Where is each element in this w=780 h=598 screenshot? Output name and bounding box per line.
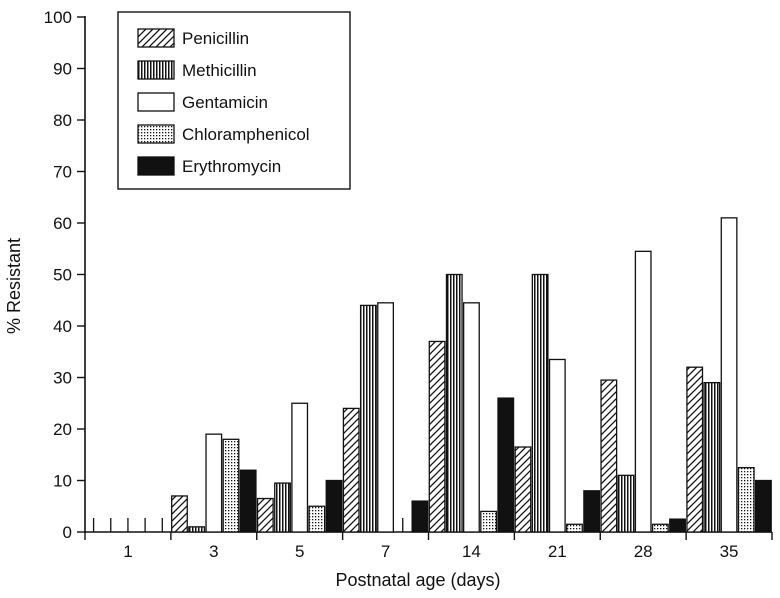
bars: [92, 217, 772, 533]
x-tick-label: 35: [720, 542, 739, 561]
bar-penicillin-28: [600, 379, 618, 533]
y-tick-label: 70: [53, 163, 72, 182]
bar-chloramphenicol-5: [308, 505, 326, 533]
x-tick-label: 5: [295, 542, 304, 561]
x-tick-label: 7: [381, 542, 390, 561]
bar-erythromycin-21: [583, 490, 601, 533]
bar-chloramphenicol-14: [480, 510, 498, 533]
bar-chloramphenicol-3: [222, 438, 240, 533]
y-tick-label: 100: [44, 8, 72, 27]
y-tick-label: 0: [63, 523, 72, 542]
bar-gentamicin-3: [205, 433, 223, 533]
y-tick-label: 90: [53, 60, 72, 79]
y-tick-label: 80: [53, 111, 72, 130]
legend-label-erythromycin: Erythromycin: [182, 157, 281, 176]
y-tick-label: 60: [53, 214, 72, 233]
x-tick-label: 28: [634, 542, 653, 561]
bar-erythromycin-5: [325, 479, 343, 533]
category-labels: 1 3 5 7 14 21 28 35: [123, 542, 738, 561]
bar-methicillin-7: [359, 304, 377, 533]
bar-methicillin-3: [188, 526, 206, 533]
bar-erythromycin-14: [497, 397, 515, 533]
bar-penicillin-7: [342, 407, 360, 533]
bar-penicillin-5: [256, 497, 274, 533]
y-tick-label: 20: [53, 420, 72, 439]
bar-gentamicin-5: [291, 402, 309, 533]
bar-gentamicin-7: [377, 302, 394, 533]
bar-erythromycin-7: [411, 500, 429, 533]
bar-gentamicin-14: [462, 302, 480, 533]
y-tick-label: 30: [53, 369, 72, 388]
bar-erythromycin-28: [669, 518, 686, 533]
y-tick-label: 10: [53, 472, 72, 491]
x-tick-label: 14: [462, 542, 481, 561]
bar-chloramphenicol-35: [737, 466, 755, 533]
bar-gentamicin-35: [720, 217, 738, 533]
bar-penicillin-14: [428, 340, 446, 533]
legend-label-gentamicin: Gentamicin: [182, 93, 268, 112]
bar-methicillin-5: [274, 482, 291, 533]
legend-label-penicillin: Penicillin: [182, 29, 249, 48]
axes: 0 10 20 30 40 50 60 70 80 90 100: [44, 8, 773, 542]
x-tick-label: 3: [209, 542, 218, 561]
x-tick-label: 21: [548, 542, 567, 561]
y-axis-title: % Resistant: [4, 238, 24, 334]
legend-swatch-gentamicin: [137, 92, 175, 112]
x-tick-label: 1: [123, 542, 132, 561]
bar-penicillin-21: [514, 446, 532, 533]
bar-methicillin-21: [531, 273, 549, 533]
legend-swatch-methicillin: [137, 60, 175, 80]
bar-erythromycin-35: [754, 479, 772, 533]
bar-penicillin-35: [686, 366, 704, 533]
x-axis-title: Postnatal age (days): [335, 570, 500, 590]
bar-methicillin-28: [617, 474, 635, 533]
legend: Penicillin Methicillin Gentamicin Chloramph…: [117, 11, 351, 190]
legend-swatch-penicillin: [137, 28, 175, 48]
legend-label-methicillin: Methicillin: [182, 61, 257, 80]
bar-penicillin-3: [171, 495, 188, 533]
bar-methicillin-14: [445, 273, 463, 533]
bar-chloramphenicol-21: [566, 523, 583, 533]
y-tick-label: 40: [53, 317, 72, 336]
bar-erythromycin-3: [239, 469, 257, 533]
legend-swatch-erythromycin: [137, 156, 175, 176]
legend-swatch-chloramphenicol: [137, 124, 175, 144]
bar-methicillin-35: [703, 381, 721, 533]
legend-label-chloramphenicol: Chloramphenicol: [182, 125, 310, 144]
bar-gentamicin-21: [548, 358, 566, 533]
bar-chloramphenicol-28: [651, 523, 669, 533]
y-tick-label: 50: [53, 266, 72, 285]
bar-gentamicin-28: [634, 250, 652, 533]
